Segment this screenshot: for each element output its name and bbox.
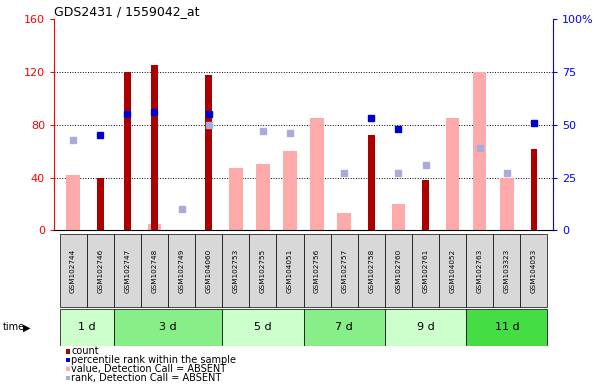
Text: count: count	[71, 346, 99, 356]
FancyBboxPatch shape	[87, 234, 114, 307]
Bar	[500, 177, 514, 230]
Bar	[256, 164, 270, 230]
Bar	[229, 168, 243, 230]
Text: GSM102756: GSM102756	[314, 248, 320, 293]
Text: 9 d: 9 d	[416, 322, 435, 333]
FancyBboxPatch shape	[141, 234, 168, 307]
FancyBboxPatch shape	[412, 234, 439, 307]
FancyBboxPatch shape	[466, 234, 493, 307]
Text: 11 d: 11 d	[495, 322, 519, 333]
Text: GSM104052: GSM104052	[450, 248, 456, 293]
Text: GSM102747: GSM102747	[124, 248, 130, 293]
Text: GSM102761: GSM102761	[423, 248, 429, 293]
FancyBboxPatch shape	[59, 234, 87, 307]
FancyBboxPatch shape	[222, 309, 304, 346]
FancyBboxPatch shape	[493, 234, 520, 307]
Text: GSM102763: GSM102763	[477, 248, 483, 293]
Text: percentile rank within the sample: percentile rank within the sample	[71, 355, 236, 365]
Text: GSM102760: GSM102760	[395, 248, 401, 293]
Text: 3 d: 3 d	[159, 322, 177, 333]
Bar	[337, 213, 351, 230]
Text: GSM102758: GSM102758	[368, 248, 374, 293]
FancyBboxPatch shape	[304, 309, 385, 346]
Text: GSM102757: GSM102757	[341, 248, 347, 293]
FancyBboxPatch shape	[358, 234, 385, 307]
Text: time: time	[3, 322, 25, 333]
Text: 5 d: 5 d	[254, 322, 272, 333]
Text: GDS2431 / 1559042_at: GDS2431 / 1559042_at	[54, 5, 200, 18]
Text: GSM104051: GSM104051	[287, 248, 293, 293]
Bar	[392, 204, 405, 230]
Bar	[151, 65, 158, 230]
FancyBboxPatch shape	[59, 309, 114, 346]
Text: ▶: ▶	[23, 322, 30, 333]
Bar	[531, 149, 537, 230]
FancyBboxPatch shape	[114, 234, 141, 307]
Bar	[66, 175, 80, 230]
FancyBboxPatch shape	[304, 234, 331, 307]
FancyBboxPatch shape	[114, 309, 222, 346]
FancyBboxPatch shape	[168, 234, 195, 307]
Bar	[310, 118, 324, 230]
Bar	[124, 72, 130, 230]
FancyBboxPatch shape	[331, 234, 358, 307]
Text: 1 d: 1 d	[78, 322, 96, 333]
Bar	[422, 180, 429, 230]
FancyBboxPatch shape	[249, 234, 276, 307]
Bar	[368, 136, 374, 230]
FancyBboxPatch shape	[466, 309, 548, 346]
FancyBboxPatch shape	[385, 234, 412, 307]
FancyBboxPatch shape	[520, 234, 548, 307]
FancyBboxPatch shape	[276, 234, 304, 307]
Text: GSM102749: GSM102749	[178, 248, 185, 293]
Bar	[473, 72, 486, 230]
Text: GSM102755: GSM102755	[260, 248, 266, 293]
Bar	[148, 224, 161, 230]
Bar	[97, 177, 103, 230]
Text: value, Detection Call = ABSENT: value, Detection Call = ABSENT	[71, 364, 227, 374]
Bar	[283, 151, 297, 230]
FancyBboxPatch shape	[385, 309, 466, 346]
Text: GSM102753: GSM102753	[233, 248, 239, 293]
Text: GSM103323: GSM103323	[504, 248, 510, 293]
Text: GSM102746: GSM102746	[97, 248, 103, 293]
Text: GSM102744: GSM102744	[70, 248, 76, 293]
Text: GSM104060: GSM104060	[206, 248, 212, 293]
Text: GSM104053: GSM104053	[531, 248, 537, 293]
Bar	[205, 74, 212, 230]
Text: GSM102748: GSM102748	[151, 248, 157, 293]
Bar	[446, 118, 459, 230]
Text: 7 d: 7 d	[335, 322, 353, 333]
FancyBboxPatch shape	[222, 234, 249, 307]
Text: rank, Detection Call = ABSENT: rank, Detection Call = ABSENT	[71, 373, 221, 383]
FancyBboxPatch shape	[439, 234, 466, 307]
FancyBboxPatch shape	[195, 234, 222, 307]
